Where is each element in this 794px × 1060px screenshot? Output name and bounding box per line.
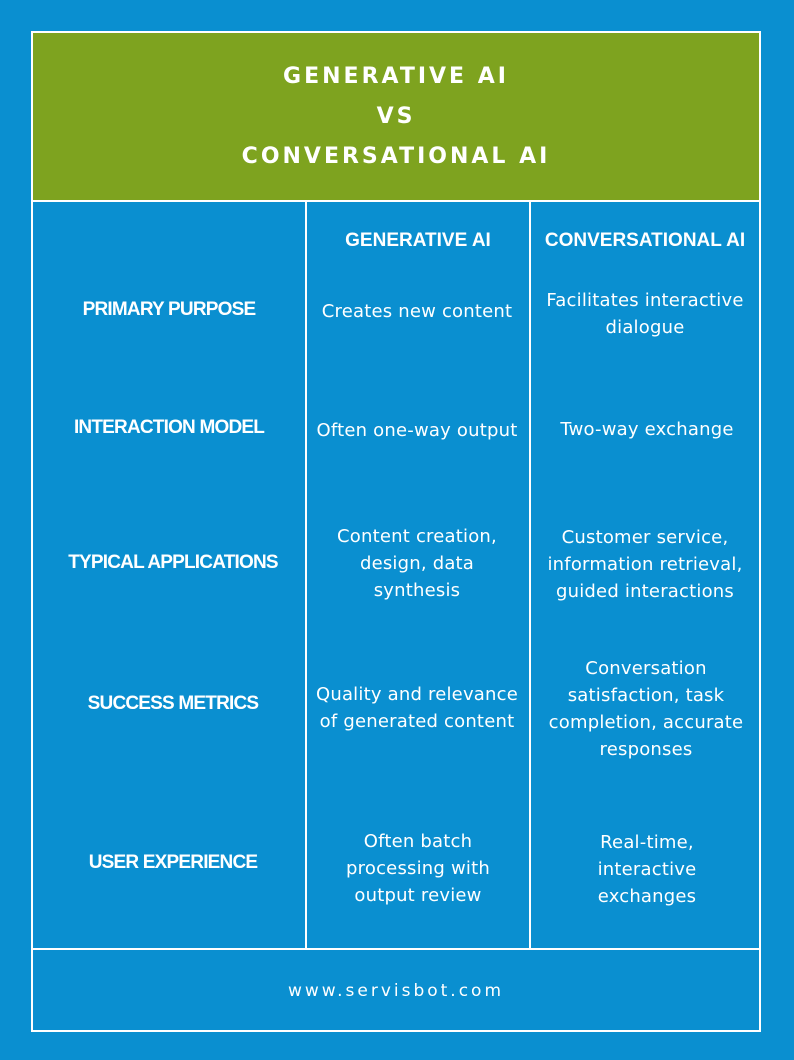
cell-conversational-primary-purpose: Facilitates interactive dialogue (546, 290, 744, 338)
row-label-primary-purpose: PRIMARY PURPOSE (82, 299, 257, 320)
column-header-generative: GENERATIVE AI (345, 230, 491, 251)
cell-conversational-typical-applications: Customer service, information retrieval,… (547, 526, 743, 602)
footer-url[interactable]: www.servisbot.com (287, 981, 505, 1001)
title-line-2: VS (376, 103, 416, 129)
footer-divider (33, 948, 759, 950)
cell-conversational-user-experience: Real-time, interactive exchanges (597, 831, 697, 907)
title-line-3: CONVERSATIONAL AI (241, 143, 551, 169)
row-label-typical-applications: TYPICAL APPLICATIONS (68, 552, 278, 573)
column-divider-1 (305, 202, 307, 948)
column-divider-2 (529, 202, 531, 948)
cell-generative-interaction-model: Often one-way output (316, 419, 518, 441)
row-label-user-experience: USER EXPERIENCE (88, 852, 258, 873)
cell-generative-user-experience: Often batch processing with output revie… (346, 830, 490, 906)
cell-generative-success-metrics: Quality and relevance of generated conte… (315, 684, 519, 732)
cell-generative-typical-applications: Content creation, design, data synthesis (337, 525, 497, 601)
comparison-card: GENERATIVE AI VS CONVERSATIONAL AI GENER… (31, 31, 761, 1032)
row-label-success-metrics: SUCCESS METRICS (87, 693, 259, 714)
title-line-1: GENERATIVE AI (283, 63, 509, 89)
row-label-interaction-model: INTERACTION MODEL (73, 417, 265, 438)
column-header-conversational: CONVERSATIONAL AI (544, 230, 746, 251)
cell-generative-primary-purpose: Creates new content (321, 300, 513, 322)
title-banner: GENERATIVE AI VS CONVERSATIONAL AI (33, 33, 759, 202)
cell-conversational-success-metrics: Conversation satisfaction, task completi… (548, 658, 744, 760)
cell-conversational-interaction-model: Two-way exchange (560, 418, 734, 440)
